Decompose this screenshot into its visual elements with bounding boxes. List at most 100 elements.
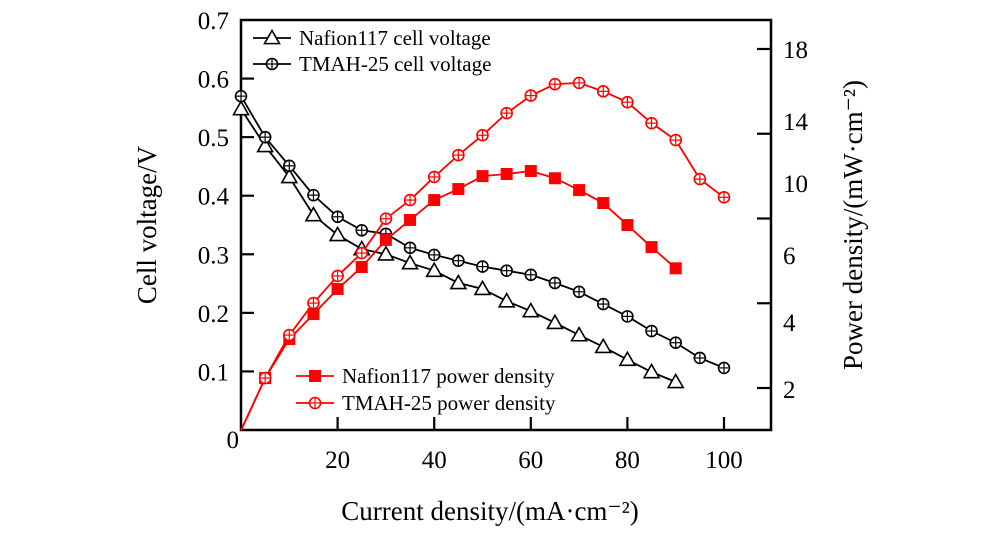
triangle-marker	[546, 313, 564, 330]
x-tick-label: 60	[518, 447, 543, 474]
x-axis-title: Current density/(mA·cm⁻²)	[341, 496, 639, 526]
square-shape	[573, 184, 586, 197]
triangle-marker	[521, 301, 540, 318]
square-marker	[355, 261, 368, 274]
circle-plus-marker	[379, 212, 393, 226]
circle-plus-marker	[669, 336, 683, 350]
square-marker	[621, 219, 634, 232]
x-tick-label: 20	[325, 447, 350, 474]
circle-plus-marker	[500, 106, 513, 120]
circle-plus-marker	[258, 371, 272, 385]
y-left-tick-label: 0.1	[198, 359, 229, 386]
triangle-marker	[449, 273, 468, 290]
y-left-tick-label: 0.6	[198, 67, 229, 94]
square-marker	[476, 170, 489, 183]
square-marker	[645, 241, 658, 254]
square-shape	[452, 183, 465, 196]
square-marker	[573, 184, 586, 197]
legend-entry-tmah-25-power-density: TMAH-25 power density	[296, 391, 556, 415]
circle-plus-marker	[717, 191, 731, 204]
x-tick-label: 80	[615, 447, 640, 474]
axis-ticks	[241, 47, 771, 430]
circle-plus-marker	[331, 210, 344, 224]
circle-plus-marker	[548, 77, 562, 91]
triangle-shape	[618, 350, 637, 367]
triangle-shape	[256, 136, 275, 153]
series-tmah-25-cell-voltage	[234, 89, 731, 375]
circle-plus-marker	[403, 241, 417, 255]
circle-plus-marker	[476, 260, 489, 273]
legend-label: Nafion117 cell voltage	[299, 26, 491, 50]
circle-plus-marker	[476, 128, 489, 142]
square-marker	[307, 308, 320, 321]
square-shape	[428, 194, 441, 207]
circle-plus-marker	[596, 297, 610, 311]
triangle-marker	[256, 136, 275, 153]
triangle-shape	[328, 225, 347, 242]
legend-label: TMAH-25 cell voltage	[299, 52, 491, 76]
triangle-shape	[401, 253, 419, 270]
series-nafion117-cell-voltage	[232, 99, 685, 389]
circle-plus-marker	[621, 95, 634, 109]
square-marker	[548, 172, 561, 185]
triangle-marker	[618, 350, 637, 367]
circle-plus-marker	[403, 193, 417, 207]
square-marker	[404, 213, 417, 226]
circle-plus-marker	[331, 269, 344, 283]
triangle-shape	[425, 261, 444, 278]
circle-plus-marker	[307, 188, 320, 202]
square-shape	[404, 213, 417, 226]
triangle-shape	[497, 292, 516, 308]
circle-plus-marker	[452, 254, 465, 268]
legend-entry-nafion117-power-density: Nafion117 power density	[296, 364, 555, 388]
circle-plus-marker	[596, 85, 610, 98]
y-right-tick-label: 2	[783, 377, 796, 404]
circle-plus-marker	[572, 285, 586, 299]
circle-plus-marker	[427, 248, 441, 262]
y-left-tick-label: 0	[227, 427, 240, 454]
triangle-shape	[449, 273, 468, 290]
legend-label: Nafion117 power density	[342, 364, 555, 388]
triangle-marker	[594, 337, 613, 354]
plot-frame	[239, 18, 773, 432]
tick-labels: 20 40 60 80 100 0 0.1 0.2 0.3 0.4 0.5 0.6 0.7 2 4 6 10 14…	[198, 8, 809, 474]
square-marker	[428, 194, 441, 207]
square-marker	[379, 233, 392, 246]
circle-plus-marker	[265, 57, 279, 71]
circle-plus-marker	[572, 76, 586, 90]
triangle-marker	[401, 253, 419, 270]
circle-plus-marker	[717, 361, 731, 375]
square-shape	[621, 219, 634, 232]
square-shape	[500, 168, 513, 181]
square-shape	[307, 308, 320, 321]
legend-entry-tmah-25-cell-voltage: TMAH-25 cell voltage	[253, 52, 491, 76]
square-shape	[548, 172, 561, 185]
circle-plus-marker	[258, 130, 272, 144]
circle-plus-marker	[693, 172, 707, 186]
triangle-shape	[594, 337, 613, 354]
circle-plus-marker	[645, 324, 658, 338]
square-shape	[645, 241, 658, 254]
triangle-shape	[642, 362, 661, 379]
triangle-shape	[232, 99, 250, 116]
y-left-tick-label: 0.4	[198, 184, 230, 211]
square-marker	[452, 183, 465, 196]
circle-plus-marker	[452, 148, 465, 162]
circle-plus-marker	[427, 170, 441, 184]
triangle-marker	[666, 372, 685, 389]
triangle-marker	[263, 28, 281, 45]
legend-entry-nafion117-cell-voltage: Nafion117 cell voltage	[253, 26, 491, 50]
triangle-shape	[666, 372, 685, 389]
circle-plus-marker	[307, 296, 320, 310]
plot-frame-rect	[239, 18, 773, 432]
square-shape	[331, 283, 344, 296]
y-left-tick-label: 0.3	[198, 242, 229, 269]
x-tick-label: 100	[705, 447, 743, 474]
triangle-shape	[304, 205, 323, 222]
circle-plus-marker	[669, 133, 683, 147]
triangle-marker	[497, 292, 516, 308]
triangle-marker	[328, 225, 347, 242]
square-shape	[524, 165, 537, 178]
